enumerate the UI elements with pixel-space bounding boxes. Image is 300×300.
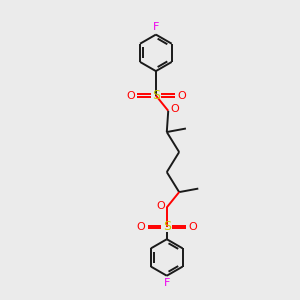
- Text: O: O: [156, 201, 165, 211]
- Text: O: O: [188, 222, 197, 232]
- Text: F: F: [153, 22, 159, 32]
- Text: S: S: [163, 220, 171, 233]
- Text: O: O: [177, 91, 186, 100]
- Text: S: S: [152, 89, 160, 102]
- Text: O: O: [137, 222, 146, 232]
- Text: O: O: [126, 91, 135, 100]
- Text: O: O: [170, 104, 179, 114]
- Text: F: F: [164, 278, 170, 288]
